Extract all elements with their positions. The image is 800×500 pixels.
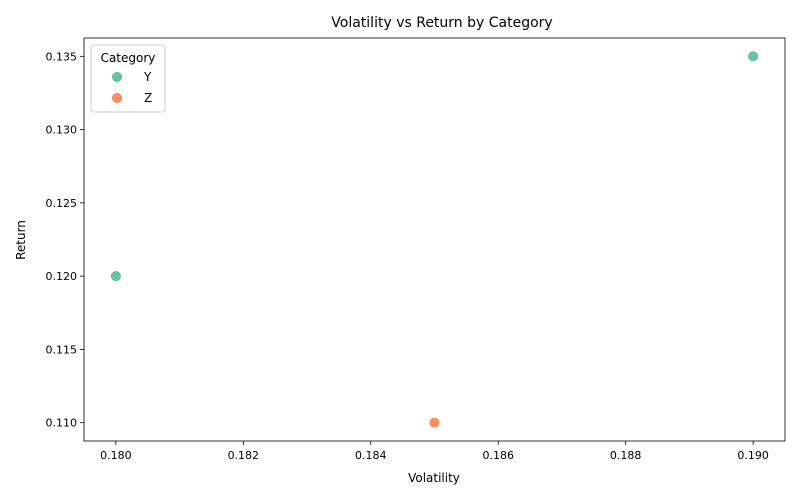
chart-title: Volatility vs Return by Category	[331, 15, 552, 31]
x-tick-label: 0.188	[610, 449, 642, 462]
x-tick-label: 0.190	[737, 449, 769, 462]
legend-label-y: Y	[143, 70, 152, 84]
plot-frame	[83, 37, 786, 442]
legend-title: Category	[101, 51, 156, 65]
data-point-z	[428, 416, 441, 429]
y-tick-label: 0.130	[46, 124, 78, 137]
y-tick-label: 0.110	[46, 417, 78, 430]
x-tick-label: 0.186	[482, 449, 514, 462]
y-axis-ticks: 0.110 0.115 0.120 0.125 0.130 0.135	[46, 50, 84, 430]
data-point-y	[747, 50, 760, 63]
x-tick-label: 0.182	[228, 449, 260, 462]
legend-items: YZ	[111, 70, 152, 105]
legend: Category YZ	[90, 44, 166, 113]
data-point-y	[109, 270, 122, 283]
legend-marker-y	[111, 71, 123, 83]
legend-label-z: Z	[144, 91, 152, 105]
y-tick-label: 0.115	[46, 343, 78, 356]
y-tick-label: 0.135	[46, 50, 78, 63]
legend-marker-z	[111, 92, 123, 104]
y-axis-label: Return	[14, 220, 28, 260]
legend-box	[90, 44, 166, 113]
x-axis-ticks: 0.180 0.182 0.184 0.186 0.188 0.190	[100, 441, 769, 462]
x-axis-label: Volatility	[408, 471, 460, 485]
x-tick-label: 0.184	[355, 449, 387, 462]
y-tick-label: 0.125	[46, 197, 78, 210]
data-points	[109, 50, 760, 429]
y-tick-label: 0.120	[46, 270, 78, 283]
x-tick-label: 0.180	[100, 449, 132, 462]
